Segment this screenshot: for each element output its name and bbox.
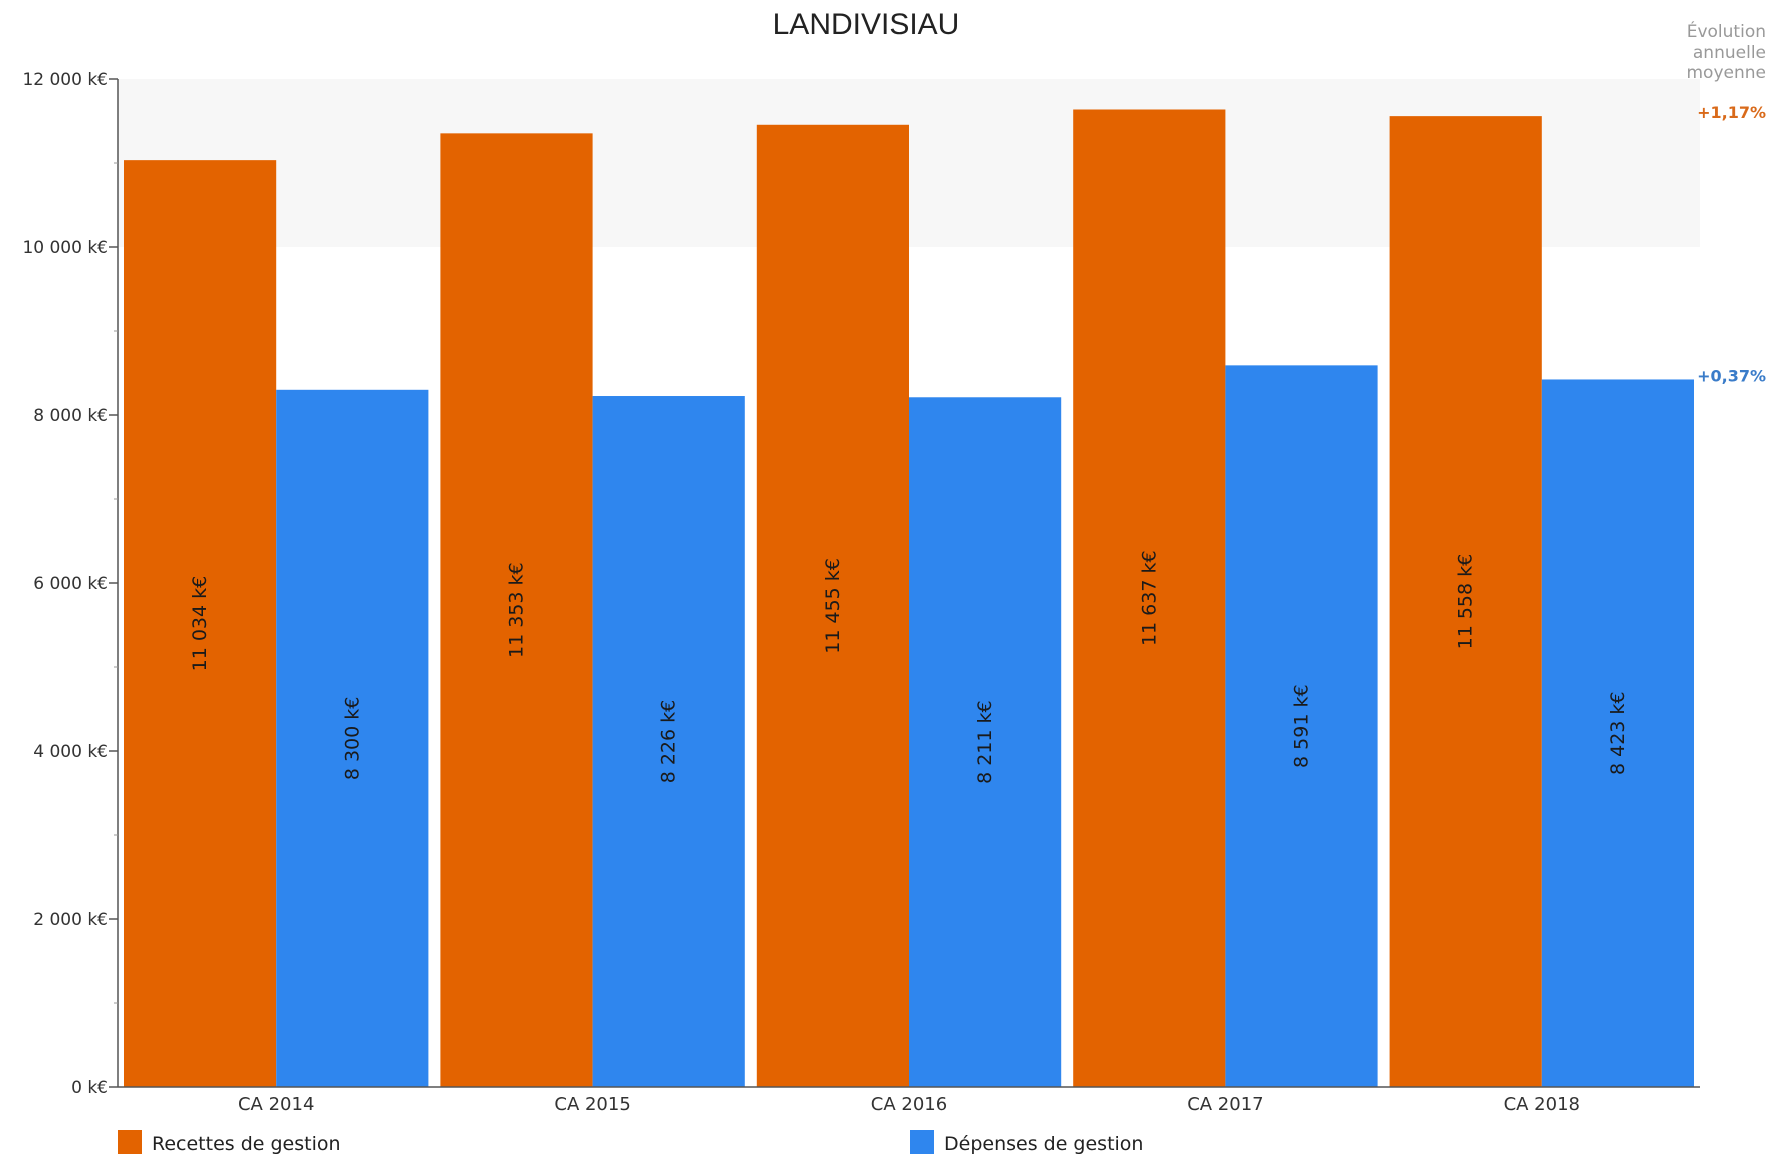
y-tick-label: 6 000 k€ xyxy=(33,574,108,594)
bar-value-label: 11 034 k€ xyxy=(189,576,211,672)
x-axis: CA 2014 CA 2015 CA 2016 CA 2017 CA 2018 xyxy=(118,1086,1700,1115)
y-tick-label: 10 000 k€ xyxy=(22,238,108,258)
legend-label: Recettes de gestion xyxy=(152,1133,341,1155)
bar-value-label: 11 637 k€ xyxy=(1138,550,1160,646)
evolution-heading-line-1: Évolution xyxy=(1687,20,1766,42)
evolution-annotation: Évolution annuelle moyenne +1,17% +0,37% xyxy=(1687,20,1767,385)
y-axis: 0 k€ 2 000 k€ 4 000 k€ 6 000 k€ 8 000 k€ 10 0… xyxy=(22,70,119,1098)
bar xyxy=(1389,116,1542,1088)
bar xyxy=(276,389,429,1087)
bar xyxy=(1073,109,1226,1087)
y-tick-label: 0 k€ xyxy=(71,1078,108,1098)
legend: Recettes de gestion Dépenses de gestion xyxy=(118,1130,1143,1155)
bar-value-label: 11 558 k€ xyxy=(1455,554,1477,650)
bar xyxy=(756,124,909,1087)
bar-value-label: 8 211 k€ xyxy=(974,700,996,784)
x-tick-label: CA 2017 xyxy=(1187,1094,1263,1115)
bar-value-label: 11 353 k€ xyxy=(506,562,528,658)
y-tick-label: 4 000 k€ xyxy=(33,742,108,762)
bar xyxy=(1541,379,1694,1087)
evolution-value: +0,37% xyxy=(1697,366,1766,385)
evolution-heading-line-2: annuelle xyxy=(1693,43,1766,63)
bar xyxy=(909,397,1062,1087)
y-tick-label: 2 000 k€ xyxy=(33,910,108,930)
x-tick-label: CA 2018 xyxy=(1504,1094,1580,1115)
bar xyxy=(1225,365,1378,1088)
bar-value-label: 8 300 k€ xyxy=(341,697,363,781)
bar-value-label: 11 455 k€ xyxy=(822,558,844,654)
y-tick-label: 8 000 k€ xyxy=(33,406,108,426)
evolution-value: +1,17% xyxy=(1697,103,1766,122)
x-tick-label: CA 2015 xyxy=(554,1094,630,1115)
bar xyxy=(440,133,593,1087)
chart-title: LANDIVISIAU xyxy=(773,8,960,41)
bars: 11 034 k€ 8 300 k€ 11 353 k€ 8 226 k€ 11 455… xyxy=(124,109,1694,1088)
y-tick-label: 12 000 k€ xyxy=(22,70,108,90)
bar-value-label: 8 591 k€ xyxy=(1291,684,1313,768)
bar-value-label: 8 226 k€ xyxy=(658,700,680,784)
evolution-heading-line-3: moyenne xyxy=(1687,63,1767,83)
bar-value-label: 8 423 k€ xyxy=(1607,691,1629,775)
x-tick-label: CA 2016 xyxy=(871,1094,947,1115)
bar xyxy=(124,160,277,1088)
x-tick-label: CA 2014 xyxy=(238,1094,314,1115)
legend-label: Dépenses de gestion xyxy=(944,1133,1143,1155)
bar xyxy=(592,396,745,1087)
legend-swatch xyxy=(118,1130,142,1154)
legend-swatch xyxy=(910,1130,934,1154)
